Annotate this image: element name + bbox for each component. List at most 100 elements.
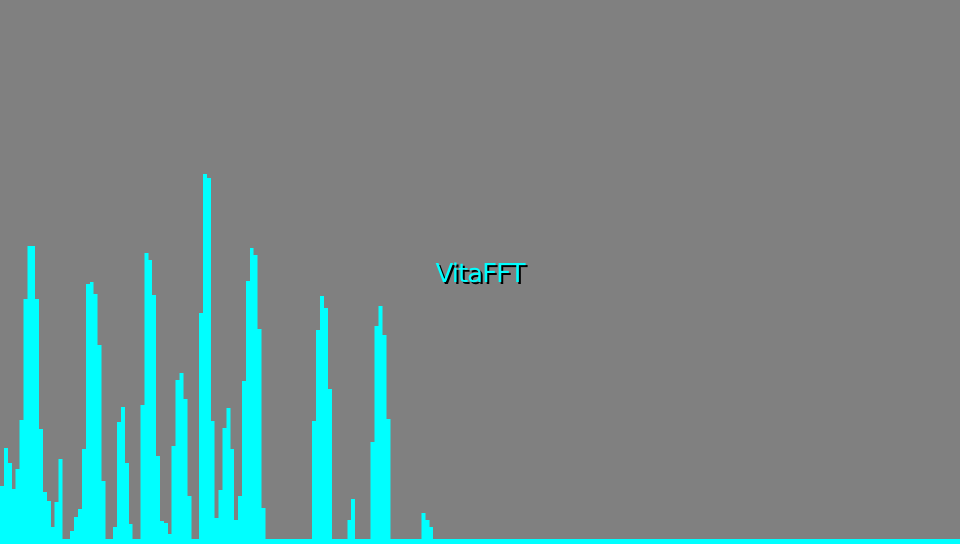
- spectrum-bar: [803, 539, 808, 542]
- spectrum-bar: [390, 539, 395, 542]
- spectrum-bar: [796, 539, 801, 542]
- spectrum-bar: [815, 539, 820, 542]
- spectrum-bar: [811, 539, 816, 542]
- spectrum-bar: [698, 539, 703, 542]
- spectrum-bar: [686, 539, 691, 542]
- spectrum-bar: [760, 539, 765, 542]
- spectrum-bar: [398, 539, 402, 542]
- spectrum-bar: [729, 539, 734, 542]
- spectrum-bar: [800, 539, 804, 542]
- spectrum-bar: [230, 449, 235, 542]
- spectrum-bar: [370, 442, 375, 542]
- spectrum-bar: [241, 381, 246, 542]
- spectrum-bar: [222, 428, 227, 542]
- spectrum-bar: [604, 539, 609, 542]
- spectrum-bar: [788, 539, 793, 542]
- spectrum-bar: [335, 539, 340, 542]
- spectrum-bar: [132, 539, 137, 542]
- spectrum-bar: [113, 527, 118, 542]
- spectrum-bar: [753, 539, 758, 542]
- spectrum-bar: [511, 539, 516, 542]
- spectrum-bar: [304, 539, 309, 542]
- spectrum-bar: [842, 539, 847, 542]
- spectrum-bar: [846, 539, 851, 542]
- spectrum-bar: [3, 448, 8, 542]
- spectrum-bar: [378, 306, 383, 542]
- spectrum-bar: [323, 308, 328, 542]
- spectrum-bar: [745, 539, 750, 542]
- spectrum-bar: [70, 531, 75, 542]
- spectrum-bar: [772, 539, 777, 542]
- spectrum-bar: [280, 539, 285, 542]
- spectrum-bar: [948, 539, 953, 542]
- spectrum-bar: [917, 539, 922, 542]
- spectrum-bar: [749, 539, 754, 542]
- spectrum-bar: [50, 527, 55, 542]
- spectrum-bar: [764, 539, 769, 542]
- spectrum-bar: [382, 335, 387, 542]
- spectrum-bar: [27, 246, 32, 542]
- spectrum-baseline: [0, 542, 960, 544]
- spectrum-bar: [503, 539, 508, 542]
- spectrum-bar: [878, 539, 882, 542]
- spectrum-bar: [136, 539, 141, 542]
- spectrum-bar: [476, 539, 481, 542]
- spectrum-bar: [245, 281, 250, 542]
- spectrum-bar: [920, 539, 925, 542]
- spectrum-bar: [643, 539, 648, 542]
- spectrum-bar: [261, 508, 266, 542]
- app-title: VitaFFT: [435, 259, 526, 289]
- spectrum-bar: [253, 255, 258, 542]
- spectrum-bar: [152, 295, 157, 542]
- spectrum-bar: [472, 539, 477, 542]
- spectrum-bar: [940, 539, 945, 542]
- spectrum-bar: [405, 539, 410, 542]
- spectrum-bar: [874, 539, 879, 542]
- spectrum-bar: [932, 539, 937, 542]
- spectrum-bar: [234, 520, 239, 542]
- spectrum-bar: [343, 539, 348, 542]
- spectrum-bar: [0, 486, 4, 542]
- spectrum-bar: [171, 446, 176, 542]
- spectrum-bar: [632, 539, 637, 542]
- spectrum-bar: [62, 539, 67, 542]
- spectrum-bar: [757, 539, 762, 542]
- spectrum-bar: [480, 539, 484, 542]
- spectrum-bar: [936, 539, 941, 542]
- spectrum-bar: [682, 539, 687, 542]
- spectrum-bar: [140, 405, 145, 542]
- spectrum-bar: [823, 539, 828, 542]
- spectrum-bar: [331, 539, 336, 542]
- spectrum-bar: [417, 539, 422, 542]
- spectrum-bar: [546, 539, 551, 542]
- spectrum-bar: [429, 527, 434, 542]
- spectrum-bar: [128, 524, 133, 542]
- spectrum-bar: [464, 539, 469, 542]
- spectrum-bar: [710, 539, 715, 542]
- spectrum-bar: [19, 420, 24, 542]
- spectrum-bar: [839, 539, 843, 542]
- spectrum-bar: [347, 520, 352, 542]
- spectrum-bar: [199, 313, 203, 542]
- spectrum-bar: [35, 299, 40, 542]
- spectrum-bar: [401, 539, 406, 542]
- spectrum-bar: [46, 501, 51, 542]
- spectrum-bar: [952, 539, 957, 542]
- spectrum-bar: [366, 539, 371, 542]
- spectrum-bar: [569, 539, 574, 542]
- spectrum-bar: [870, 539, 875, 542]
- spectrum-bar: [663, 539, 668, 542]
- spectrum-bar: [718, 539, 722, 542]
- spectrum-bar: [7, 463, 12, 542]
- spectrum-bar: [636, 539, 641, 542]
- spectrum-bar: [386, 419, 391, 542]
- spectrum-bar: [702, 539, 707, 542]
- spectrum-bar: [487, 539, 492, 542]
- spectrum-bar: [187, 496, 192, 542]
- spectrum-bar: [308, 539, 313, 542]
- spectrum-bar: [585, 539, 590, 542]
- spectrum-bar: [444, 539, 449, 542]
- spectrum-bar: [351, 499, 356, 542]
- spectrum-bar: [561, 539, 566, 542]
- spectrum-bar: [768, 539, 773, 542]
